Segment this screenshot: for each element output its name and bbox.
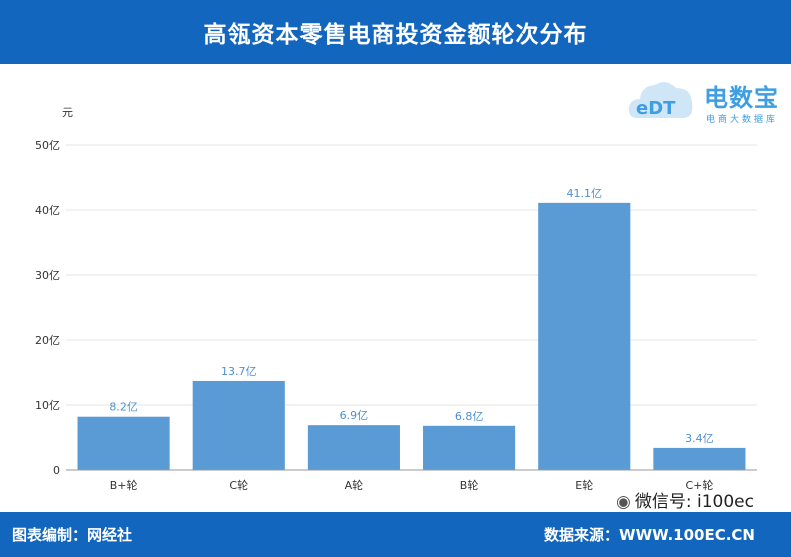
x-tick-label: B轮	[460, 478, 479, 492]
footer-source: 数据来源：WWW.100EC.CN	[544, 526, 755, 544]
y-tick-label: 30亿	[35, 269, 60, 282]
y-tick-label: 10亿	[35, 399, 60, 412]
bar	[77, 416, 170, 470]
data-label: 13.7亿	[221, 365, 257, 378]
bar-chart: 元 0 10亿 20亿 30亿 40亿 50亿 8.2亿 13.7亿 6.9亿 6.8亿 41.1…	[35, 106, 757, 492]
bar	[307, 425, 400, 470]
bar	[538, 202, 631, 470]
x-tick-label: A轮	[345, 478, 364, 492]
bar	[423, 425, 516, 470]
x-tick-label: B+轮	[110, 478, 138, 492]
wechat-icon: ◉	[616, 492, 631, 512]
y-tick-label: 0	[53, 464, 60, 477]
bar	[192, 380, 285, 470]
data-label: 6.9亿	[340, 409, 369, 422]
chart-title: 高瓴资本零售电商投资金额轮次分布	[203, 22, 588, 48]
y-tick-label: 40亿	[35, 204, 60, 217]
chart-header: 高瓴资本零售电商投资金额轮次分布	[0, 0, 791, 64]
data-label: 41.1亿	[567, 187, 603, 200]
data-label: 8.2亿	[109, 401, 138, 414]
bar	[653, 447, 746, 470]
wechat-id: ◉ 微信号: i100ec	[616, 487, 754, 512]
y-tick-label: 20亿	[35, 334, 60, 347]
x-tick-label: E轮	[575, 478, 593, 492]
logo-mark-text: eDT	[636, 98, 676, 119]
logo-name: 电数宝	[704, 84, 779, 112]
wechat-text: 微信号: i100ec	[634, 492, 754, 512]
logo: eDT 电数宝 电商大数据库	[620, 68, 790, 134]
footer-compiler: 图表编制：网经社	[12, 526, 133, 544]
y-axis-label: 元	[62, 106, 73, 119]
chart-footer: 图表编制：网经社 数据来源：WWW.100EC.CN	[0, 512, 791, 557]
data-labels: 8.2亿 13.7亿 6.9亿 6.8亿 41.1亿 3.4亿	[109, 187, 713, 445]
x-tick-label: C轮	[229, 478, 248, 492]
logo-subtitle: 电商大数据库	[706, 115, 779, 125]
y-tick-labels: 0 10亿 20亿 30亿 40亿 50亿	[35, 139, 60, 477]
gridlines	[66, 144, 757, 406]
x-tick-labels: B+轮 C轮 A轮 B轮 E轮 C+轮	[110, 478, 714, 492]
y-tick-label: 50亿	[35, 139, 60, 152]
cloud-logo-icon: eDT	[628, 82, 693, 119]
data-label: 3.4亿	[685, 432, 714, 445]
x-tick-label: C+轮	[685, 478, 713, 492]
bars	[77, 202, 746, 470]
data-label: 6.8亿	[455, 410, 484, 423]
